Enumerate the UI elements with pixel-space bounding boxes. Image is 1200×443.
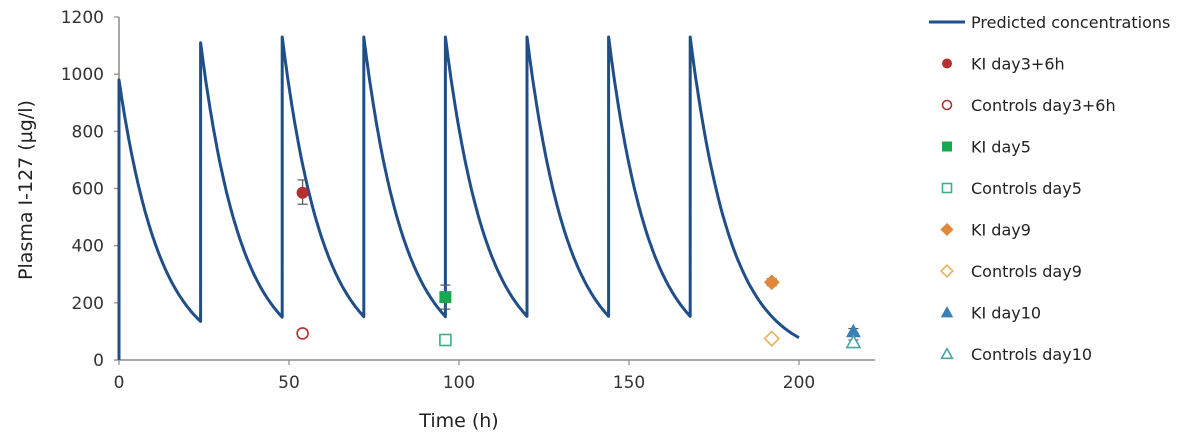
point-controls-day3-6h bbox=[296, 327, 309, 340]
point-ki-day3-6h bbox=[296, 186, 309, 199]
legend-label-controls-day10: Controls day10 bbox=[971, 345, 1092, 364]
predicted-concentrations-line bbox=[117, 35, 800, 360]
legend-label-ki-day10: KI day10 bbox=[971, 304, 1041, 323]
x-tick-label: 200 bbox=[783, 373, 815, 393]
legend-marker-controls-day9 bbox=[940, 264, 954, 278]
y-tick-label: 200 bbox=[72, 294, 104, 314]
point-controls-day5 bbox=[439, 333, 452, 347]
legend-marker-ki-day5 bbox=[942, 141, 952, 152]
y-tick-label: 1200 bbox=[61, 8, 104, 28]
legend-label-ki-day3-6h: KI day3+6h bbox=[971, 55, 1065, 74]
legend-marker-ki-day10 bbox=[940, 306, 954, 318]
x-tick-label: 100 bbox=[443, 373, 475, 393]
legend-label-controls-day3-6h: Controls day3+6h bbox=[971, 96, 1116, 115]
x-tick-label: 0 bbox=[114, 373, 125, 393]
y-tick-label: 600 bbox=[72, 180, 104, 200]
y-tick-label: 800 bbox=[72, 122, 104, 142]
point-ki-day9 bbox=[763, 274, 780, 291]
data-points bbox=[296, 179, 862, 349]
legend-label-ki-day9: KI day9 bbox=[971, 221, 1031, 240]
point-controls-day10 bbox=[845, 334, 862, 349]
legend-label-controls-day9: Controls day9 bbox=[971, 262, 1082, 281]
legend-marker-ki-day3-6h bbox=[942, 58, 952, 69]
legend-marker-controls-day5 bbox=[941, 182, 953, 194]
x-tick-label: 150 bbox=[613, 373, 645, 393]
predicted-line-group bbox=[117, 35, 800, 360]
legend-label-ki-day5: KI day5 bbox=[971, 138, 1031, 157]
y-tick-label: 400 bbox=[72, 237, 104, 257]
legend: Predicted concentrations KI day3+6h Contro… bbox=[929, 13, 1170, 364]
legend-marker-ki-day9 bbox=[940, 222, 954, 237]
y-axis-title: Plasma I-127 (µg/l) bbox=[15, 100, 37, 280]
axes: 0 50 100 150 200 0 200 400 600 800 1000 1200 bbox=[61, 8, 875, 393]
legend-label-predicted: Predicted concentrations bbox=[971, 13, 1170, 32]
point-ki-day5 bbox=[439, 291, 452, 304]
legend-marker-controls-day3-6h bbox=[941, 99, 953, 111]
x-tick-label: 50 bbox=[278, 373, 300, 393]
legend-marker-controls-day10 bbox=[940, 346, 954, 360]
point-controls-day9 bbox=[763, 330, 781, 347]
legend-label-controls-day5: Controls day5 bbox=[971, 179, 1082, 198]
y-tick-label: 0 bbox=[93, 351, 104, 371]
x-axis-title: Time (h) bbox=[418, 410, 498, 432]
y-tick-label: 1000 bbox=[61, 65, 104, 85]
